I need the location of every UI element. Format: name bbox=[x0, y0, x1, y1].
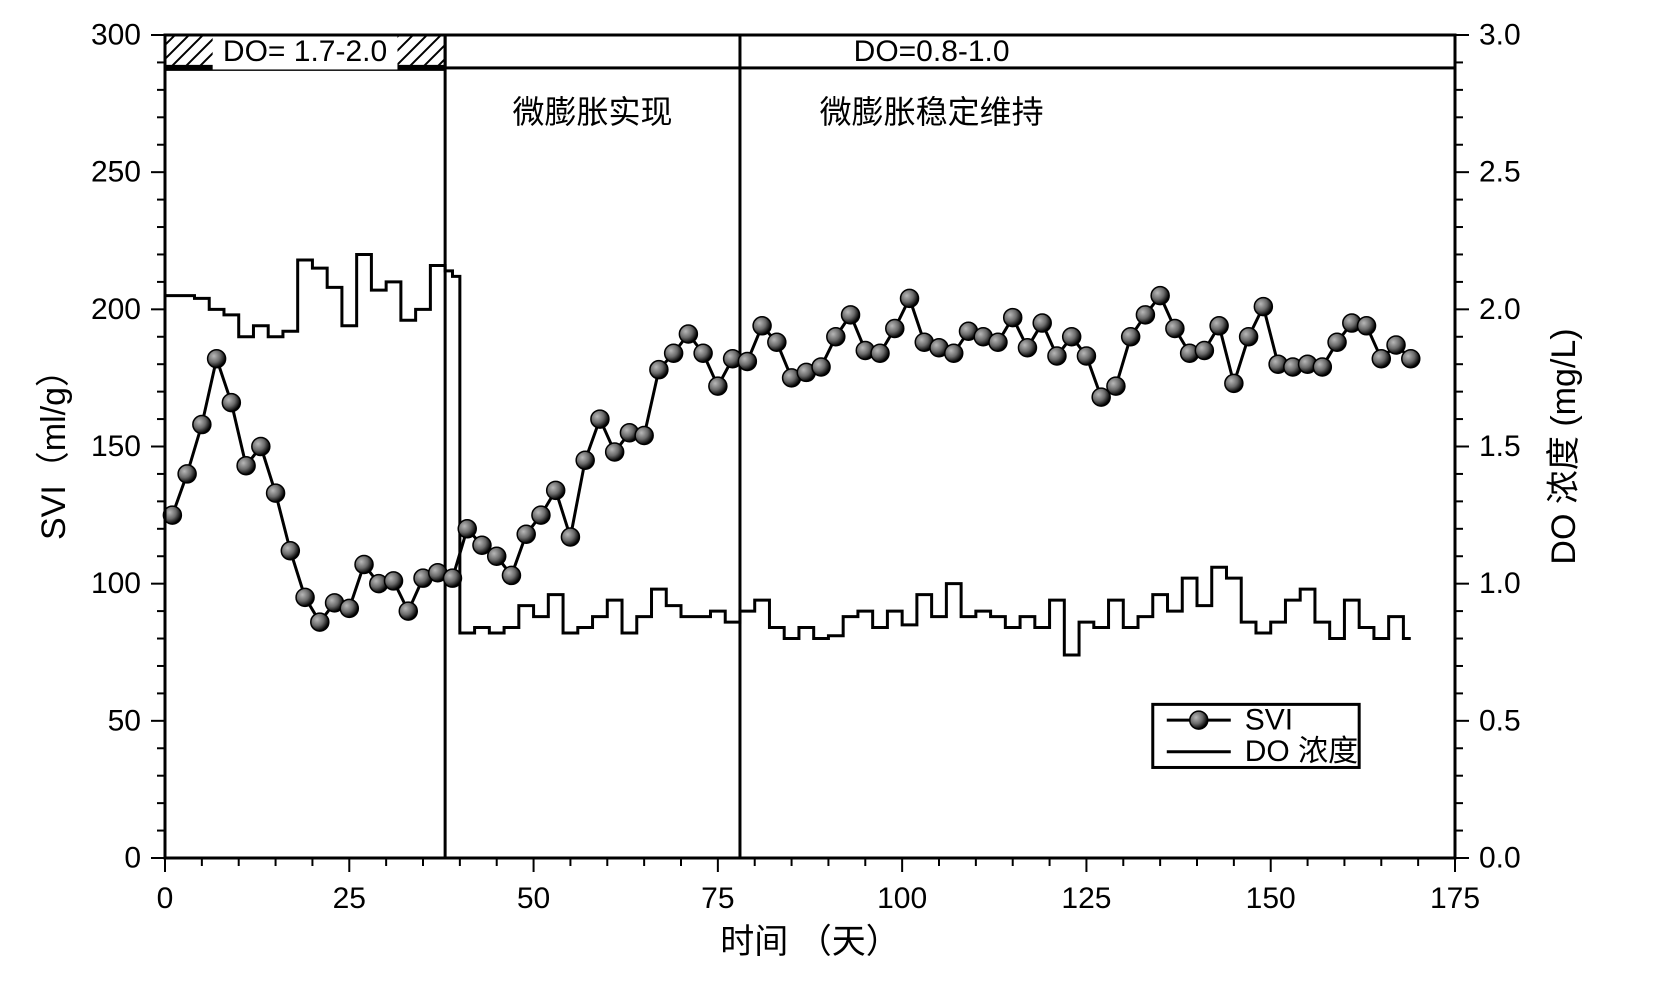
svi-marker bbox=[237, 457, 255, 475]
svi-marker bbox=[193, 416, 211, 434]
svi-marker bbox=[753, 317, 771, 335]
svi-marker bbox=[1063, 328, 1081, 346]
svi-marker bbox=[827, 328, 845, 346]
svi-marker bbox=[606, 443, 624, 461]
svi-marker bbox=[886, 320, 904, 338]
phase-a-do-label: DO= 1.7-2.0 bbox=[223, 35, 387, 68]
svi-marker bbox=[281, 542, 299, 560]
y-left-tick-label: 0 bbox=[124, 842, 141, 875]
svi-marker bbox=[517, 525, 535, 543]
svi-marker bbox=[267, 484, 285, 502]
y-left-tick-label: 250 bbox=[91, 156, 141, 189]
svi-marker bbox=[1313, 358, 1331, 376]
y-right-axis-label: DO 浓度 (mg/L) bbox=[1545, 328, 1583, 564]
svi-marker bbox=[488, 547, 506, 565]
svi-marker bbox=[768, 333, 786, 351]
svi-marker bbox=[1107, 377, 1125, 395]
x-tick-label: 150 bbox=[1246, 882, 1296, 915]
svi-marker bbox=[576, 451, 594, 469]
svi-marker bbox=[1372, 350, 1390, 368]
svi-marker bbox=[1151, 287, 1169, 305]
y-left-tick-label: 200 bbox=[91, 293, 141, 326]
y-left-tick-label: 100 bbox=[91, 567, 141, 600]
y-left-tick-label: 50 bbox=[108, 704, 141, 737]
svi-marker bbox=[1402, 350, 1420, 368]
x-tick-label: 175 bbox=[1430, 882, 1480, 915]
svi-marker bbox=[635, 427, 653, 445]
y-right-tick-label: 2.5 bbox=[1479, 156, 1521, 189]
svi-marker bbox=[842, 306, 860, 324]
phase-b-do-label: DO=0.8-1.0 bbox=[854, 35, 1010, 68]
svi-marker bbox=[1254, 298, 1272, 316]
svi-marker bbox=[871, 344, 889, 362]
svi-marker bbox=[547, 481, 565, 499]
svi-marker bbox=[1210, 317, 1228, 335]
svi-marker bbox=[1358, 317, 1376, 335]
svi-marker bbox=[1048, 347, 1066, 365]
y-right-tick-label: 3.0 bbox=[1479, 19, 1521, 52]
svi-marker bbox=[812, 358, 830, 376]
svi-marker bbox=[355, 555, 373, 573]
svi-marker bbox=[311, 613, 329, 631]
svi-marker bbox=[458, 520, 476, 538]
svi-marker bbox=[1387, 336, 1405, 354]
svi-marker bbox=[709, 377, 727, 395]
svi-marker bbox=[1004, 309, 1022, 327]
dual-axis-chart: DO= 1.7-2.0 DO=0.8-1.0 微膨胀实现 微膨胀稳定维持 0 25 50 75… bbox=[0, 0, 1664, 1008]
y-left-axis-label: SVI（ml/g） bbox=[35, 353, 73, 540]
svi-marker bbox=[1225, 374, 1243, 392]
svi-marker bbox=[945, 344, 963, 362]
svi-marker bbox=[1018, 339, 1036, 357]
x-tick-label: 100 bbox=[877, 882, 927, 915]
x-tick-label: 0 bbox=[157, 882, 174, 915]
svi-marker bbox=[665, 344, 683, 362]
y-right-tick-label: 1.0 bbox=[1479, 567, 1521, 600]
x-axis-label: 时间 （天） bbox=[720, 923, 899, 961]
svi-marker bbox=[1122, 328, 1140, 346]
x-tick-label: 75 bbox=[701, 882, 734, 915]
svi-marker bbox=[679, 325, 697, 343]
svi-marker bbox=[901, 289, 919, 307]
svi-marker bbox=[385, 572, 403, 590]
chart-container: DO= 1.7-2.0 DO=0.8-1.0 微膨胀实现 微膨胀稳定维持 0 25 50 75… bbox=[0, 0, 1664, 1008]
svi-marker bbox=[399, 602, 417, 620]
x-tick-label: 125 bbox=[1061, 882, 1111, 915]
svi-marker bbox=[178, 465, 196, 483]
y-right-tick-label: 0.5 bbox=[1479, 704, 1521, 737]
svi-marker bbox=[650, 361, 668, 379]
svi-marker bbox=[532, 506, 550, 524]
svi-marker bbox=[222, 394, 240, 412]
phase1-label: 微膨胀实现 bbox=[513, 94, 673, 130]
y-right-tick-label: 1.5 bbox=[1479, 430, 1521, 463]
svi-marker bbox=[738, 352, 756, 370]
svi-marker bbox=[1033, 314, 1051, 332]
svi-marker bbox=[208, 350, 226, 368]
svi-marker bbox=[989, 333, 1007, 351]
svi-marker bbox=[296, 588, 314, 606]
legend-label: SVI bbox=[1245, 704, 1293, 737]
svi-marker bbox=[1077, 347, 1095, 365]
legend-label: DO 浓度 bbox=[1245, 735, 1358, 768]
svi-marker bbox=[561, 528, 579, 546]
x-tick-label: 25 bbox=[333, 882, 366, 915]
svi-marker bbox=[252, 438, 270, 456]
svi-marker bbox=[340, 599, 358, 617]
svi-marker bbox=[1195, 341, 1213, 359]
svi-marker bbox=[1328, 333, 1346, 351]
svi-marker bbox=[694, 344, 712, 362]
x-tick-label: 50 bbox=[517, 882, 550, 915]
svi-marker bbox=[502, 566, 520, 584]
svi-marker bbox=[591, 410, 609, 428]
y-right-tick-label: 2.0 bbox=[1479, 293, 1521, 326]
svi-marker bbox=[1136, 306, 1154, 324]
legend-sample-marker bbox=[1190, 711, 1208, 729]
svi-marker bbox=[1240, 328, 1258, 346]
svi-marker bbox=[1166, 320, 1184, 338]
y-right-tick-label: 0.0 bbox=[1479, 842, 1521, 875]
y-left-tick-label: 150 bbox=[91, 430, 141, 463]
svi-marker bbox=[443, 569, 461, 587]
do-series bbox=[165, 254, 1411, 655]
y-left-tick-label: 300 bbox=[91, 19, 141, 52]
phase2-label: 微膨胀稳定维持 bbox=[820, 94, 1044, 130]
